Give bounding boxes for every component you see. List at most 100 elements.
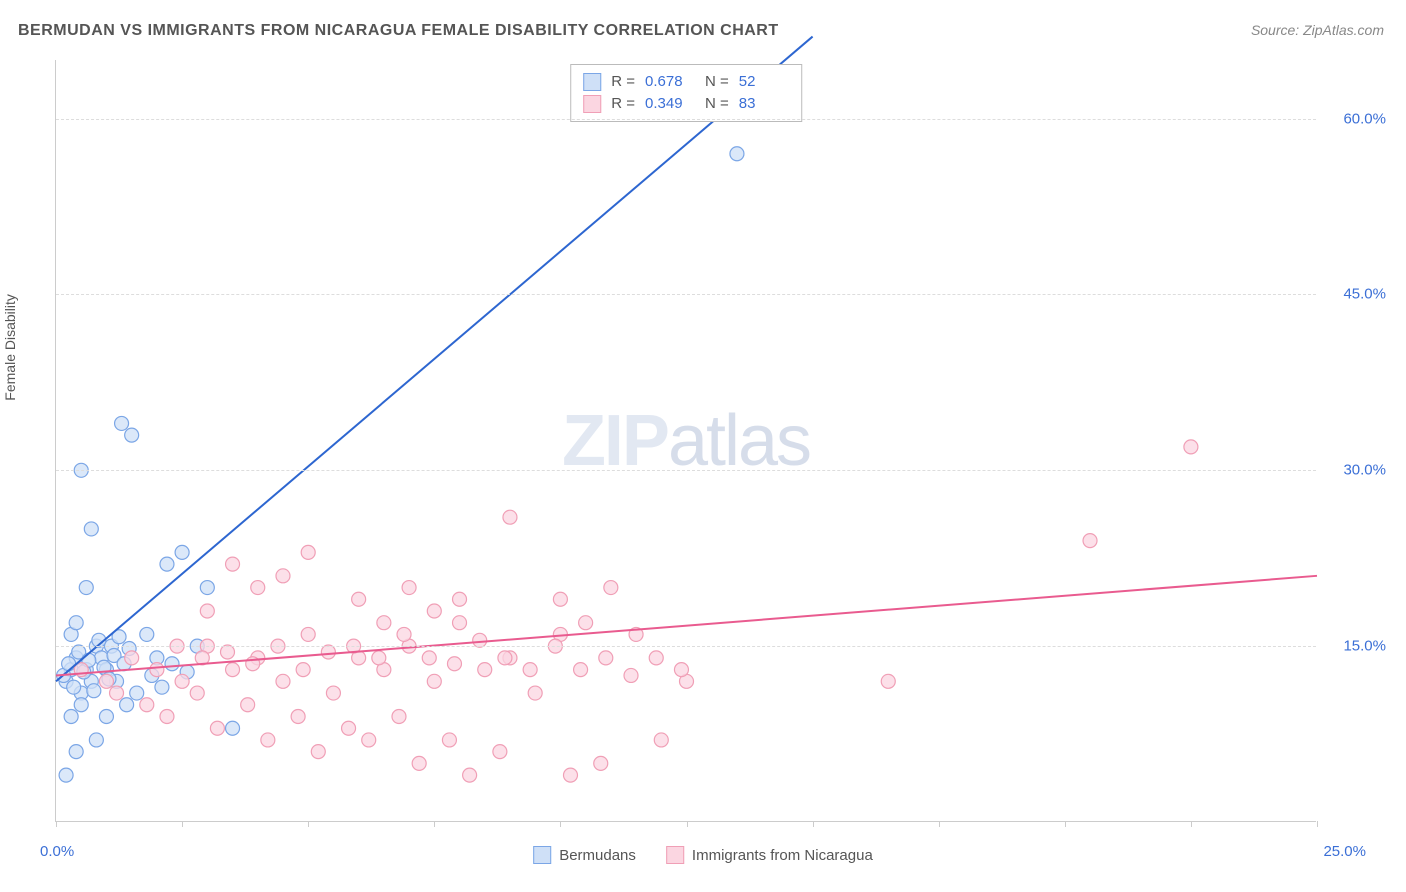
scatter-point: [59, 768, 73, 782]
scatter-point: [69, 745, 83, 759]
scatter-point: [226, 557, 240, 571]
scatter-point: [160, 709, 174, 723]
scatter-point: [99, 709, 113, 723]
scatter-point: [155, 680, 169, 694]
scatter-point: [402, 581, 416, 595]
scatter-point: [478, 663, 492, 677]
x-tick: [308, 821, 309, 827]
gridline: [56, 646, 1316, 647]
scatter-point: [342, 721, 356, 735]
legend-label: Bermudans: [559, 847, 636, 864]
legend-item: Immigrants from Nicaragua: [666, 846, 873, 864]
scatter-point: [881, 674, 895, 688]
scatter-point: [624, 668, 638, 682]
scatter-point: [115, 416, 129, 430]
scatter-point: [599, 651, 613, 665]
scatter-point: [226, 721, 240, 735]
n-value: 52: [739, 71, 789, 93]
n-label: N =: [705, 93, 729, 115]
r-value: 0.678: [645, 71, 695, 93]
scatter-point: [503, 510, 517, 524]
scatter-point: [311, 745, 325, 759]
scatter-point: [74, 698, 88, 712]
scatter-point: [62, 657, 76, 671]
scatter-point: [79, 581, 93, 595]
legend-swatch: [583, 95, 601, 113]
scatter-point: [1184, 440, 1198, 454]
scatter-point: [463, 768, 477, 782]
scatter-point: [574, 663, 588, 677]
scatter-point: [251, 581, 265, 595]
scatter-point: [226, 663, 240, 677]
legend-swatch: [533, 846, 551, 864]
scatter-point: [563, 768, 577, 782]
scatter-point: [447, 657, 461, 671]
scatter-point: [674, 663, 688, 677]
x-tick: [687, 821, 688, 827]
x-tick: [1191, 821, 1192, 827]
scatter-point: [69, 616, 83, 630]
scatter-point: [291, 709, 305, 723]
scatter-point: [493, 745, 507, 759]
y-tick-label: 30.0%: [1343, 462, 1386, 479]
scatter-point: [130, 686, 144, 700]
scatter-point: [110, 686, 124, 700]
scatter-point: [150, 663, 164, 677]
trend-line: [56, 37, 813, 682]
scatter-point: [89, 733, 103, 747]
legend-stats-box: R = 0.678 N = 52R =0.349N =83: [570, 64, 802, 122]
scatter-point: [604, 581, 618, 595]
scatter-point: [276, 674, 290, 688]
scatter-point: [372, 651, 386, 665]
scatter-point: [377, 616, 391, 630]
scatter-point: [352, 592, 366, 606]
scatter-point: [140, 698, 154, 712]
trend-line: [56, 576, 1317, 676]
gridline: [56, 119, 1316, 120]
scatter-point: [175, 674, 189, 688]
gridline: [56, 470, 1316, 471]
chart-plot-area: ZIPatlas R =0.678N =52R =0.349N =83 15.0…: [55, 60, 1316, 822]
scatter-point: [579, 616, 593, 630]
scatter-point: [1083, 534, 1097, 548]
scatter-point: [301, 627, 315, 641]
scatter-point: [528, 686, 542, 700]
scatter-svg: [56, 60, 1316, 821]
scatter-point: [175, 545, 189, 559]
x-axis-origin-label: 0.0%: [40, 843, 74, 860]
y-tick-label: 15.0%: [1343, 638, 1386, 655]
scatter-point: [392, 709, 406, 723]
source-attribution: Source: ZipAtlas.com: [1251, 22, 1384, 38]
scatter-point: [140, 627, 154, 641]
x-tick: [1065, 821, 1066, 827]
scatter-point: [120, 698, 134, 712]
scatter-point: [412, 756, 426, 770]
scatter-point: [649, 651, 663, 665]
scatter-point: [427, 674, 441, 688]
legend-label: Immigrants from Nicaragua: [692, 847, 873, 864]
scatter-point: [190, 686, 204, 700]
bottom-legend: Bermudans Immigrants from Nicaragua: [533, 846, 873, 864]
gridline: [56, 294, 1316, 295]
scatter-point: [523, 663, 537, 677]
scatter-point: [99, 674, 113, 688]
scatter-point: [442, 733, 456, 747]
r-label: R =: [611, 71, 635, 93]
scatter-point: [165, 657, 179, 671]
r-label: R =: [611, 93, 635, 115]
x-axis-end-label: 25.0%: [1323, 843, 1366, 860]
scatter-point: [594, 756, 608, 770]
scatter-point: [125, 428, 139, 442]
legend-swatch: [666, 846, 684, 864]
x-tick: [560, 821, 561, 827]
scatter-point: [427, 604, 441, 618]
scatter-point: [422, 651, 436, 665]
scatter-point: [397, 627, 411, 641]
legend-stats-row: R =0.349N =83: [583, 93, 789, 115]
legend-stats-row: R =0.678N =52: [583, 71, 789, 93]
y-tick-label: 45.0%: [1343, 286, 1386, 303]
scatter-point: [241, 698, 255, 712]
scatter-point: [276, 569, 290, 583]
scatter-point: [200, 581, 214, 595]
scatter-point: [87, 684, 101, 698]
